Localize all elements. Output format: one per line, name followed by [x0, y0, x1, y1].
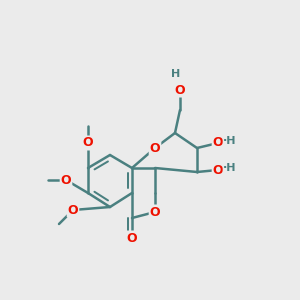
Text: O: O — [150, 142, 160, 154]
Text: O: O — [83, 136, 93, 149]
Text: O: O — [213, 136, 223, 149]
Text: ·H: ·H — [223, 136, 237, 146]
Text: O: O — [175, 83, 185, 97]
Text: O: O — [68, 203, 78, 217]
Text: O: O — [213, 164, 223, 176]
Text: ·H: ·H — [223, 163, 237, 173]
Text: O: O — [127, 232, 137, 244]
Text: O: O — [61, 173, 71, 187]
Text: H: H — [171, 69, 181, 79]
Text: O: O — [150, 206, 160, 218]
